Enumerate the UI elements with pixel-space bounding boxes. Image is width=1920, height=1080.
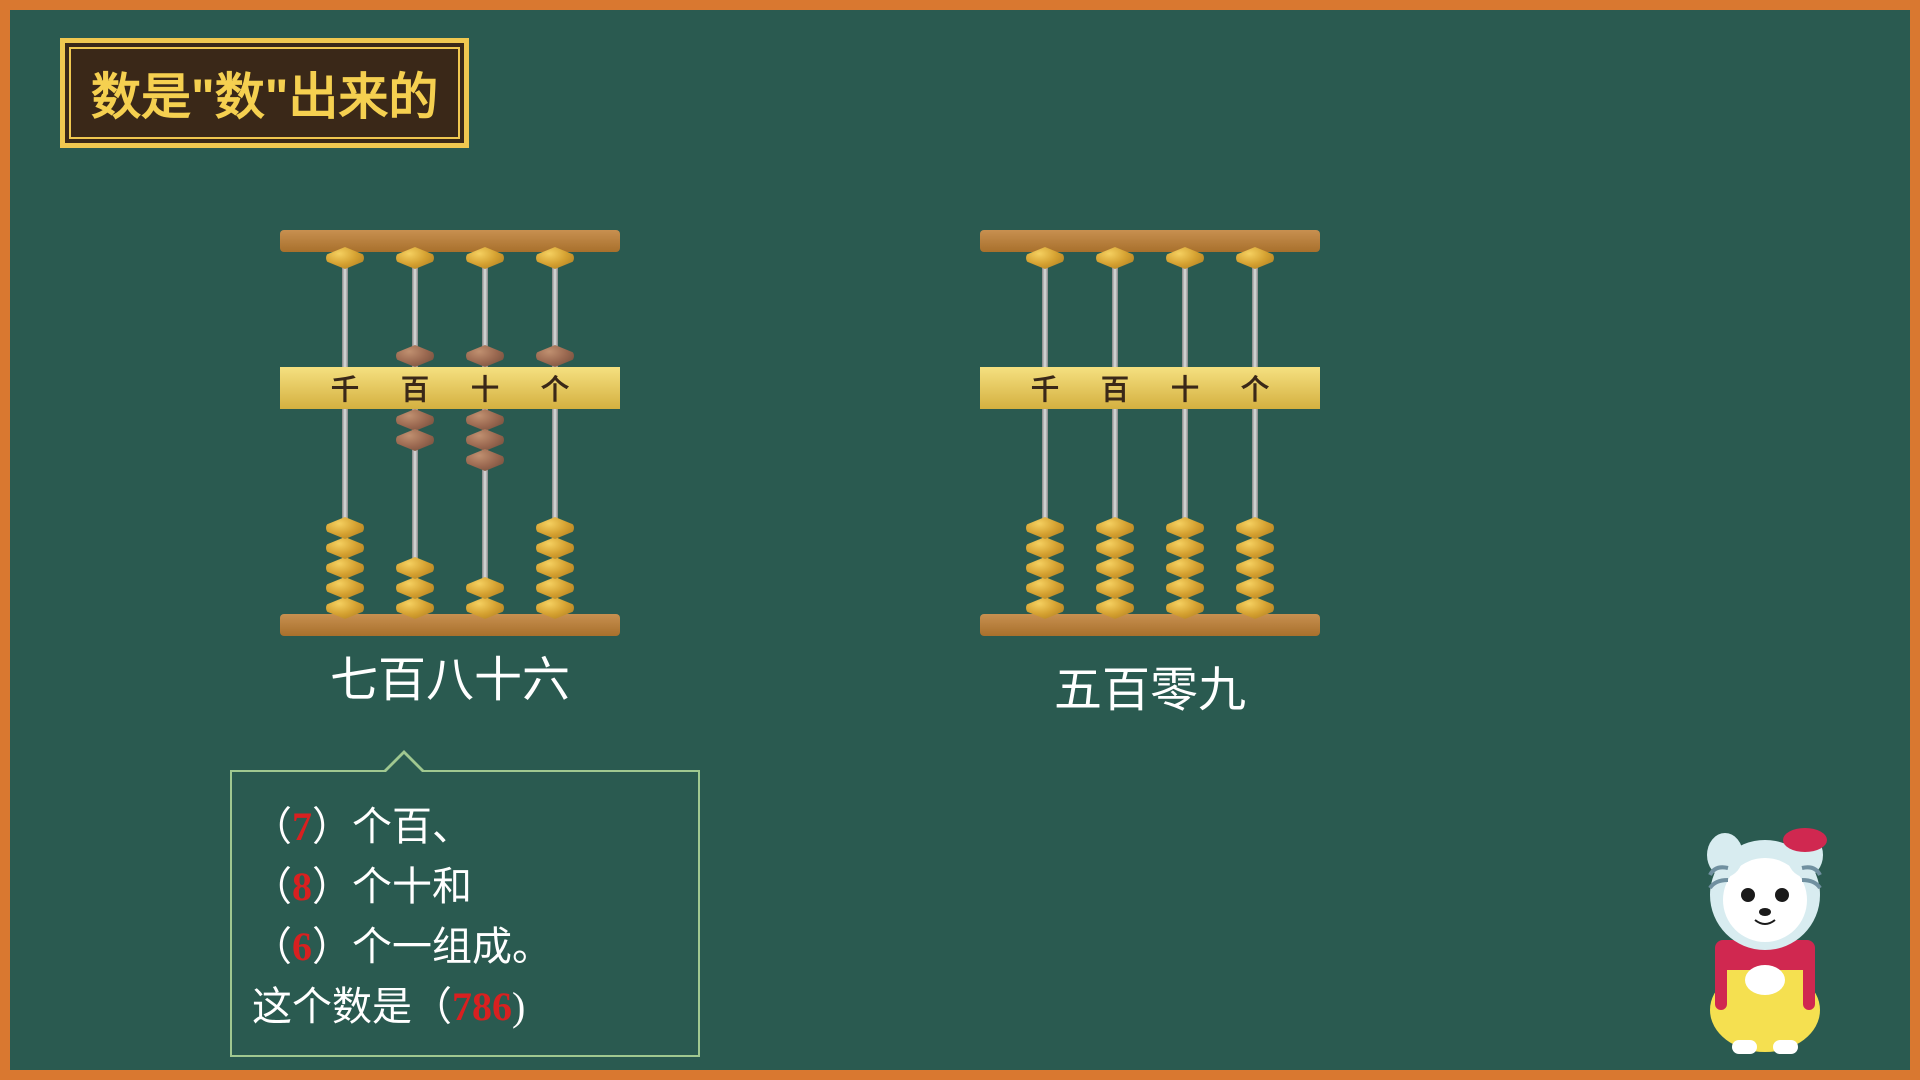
place-label: 千 [331, 368, 359, 408]
place-label: 百 [401, 368, 429, 408]
abacus-right: 千百十个 [980, 230, 1320, 636]
abacus-right-label: 五百零九 [980, 650, 1320, 720]
title-box: 数是"数"出来的 [60, 38, 469, 148]
answer-line-1: （7）个百、 [252, 797, 678, 857]
answer-line-3: （6）个一组成。 [252, 917, 678, 977]
place-label: 十 [1171, 368, 1199, 408]
answer-box: （7）个百、 （8）个十和 （6）个一组成。 这个数是（786) [230, 770, 700, 1057]
abacus-left-label: 七百八十六 [280, 640, 620, 710]
answer-line-4: 这个数是（786) [252, 977, 678, 1037]
place-label: 个 [1241, 368, 1269, 408]
place-label: 十 [471, 368, 499, 408]
place-label: 个 [541, 368, 569, 408]
place-label: 百 [1101, 368, 1129, 408]
place-label: 千 [1031, 368, 1059, 408]
page-title: 数是"数"出来的 [91, 57, 438, 129]
mascot-cat-icon [1660, 780, 1870, 1060]
abacus-left: 千百十个 [280, 230, 620, 636]
answer-line-2: （8）个十和 [252, 857, 678, 917]
